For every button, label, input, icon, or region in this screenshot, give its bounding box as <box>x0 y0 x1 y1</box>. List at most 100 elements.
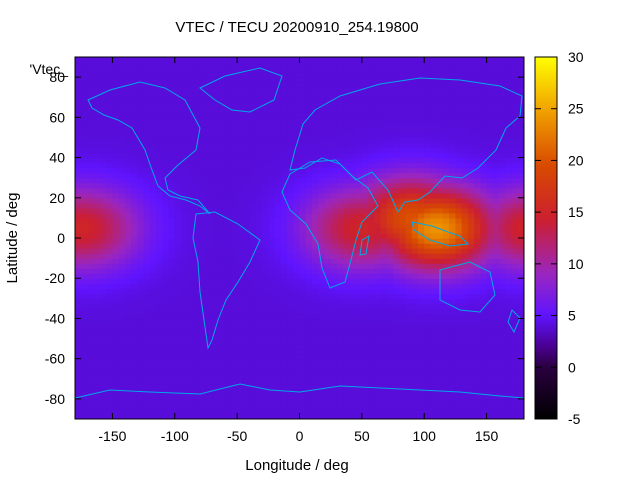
heatmap-cell <box>455 142 463 149</box>
heatmap-cell <box>205 112 213 118</box>
heatmap-cell <box>311 202 319 209</box>
heatmap-cell <box>199 137 207 144</box>
heatmap-cell <box>424 373 432 380</box>
heatmap-cell <box>411 132 419 139</box>
heatmap-cell <box>336 243 344 249</box>
heatmap-cell <box>230 77 238 83</box>
heatmap-cell <box>274 353 282 360</box>
heatmap-cell <box>212 308 220 315</box>
heatmap-cell <box>467 217 475 224</box>
heatmap-cell <box>106 343 114 350</box>
heatmap-cell <box>480 167 488 174</box>
heatmap-cell <box>355 72 363 78</box>
heatmap-cell <box>411 112 419 118</box>
heatmap-cell <box>361 263 369 269</box>
heatmap-cell <box>199 328 207 335</box>
heatmap-cell <box>131 197 138 204</box>
heatmap-cell <box>374 328 382 335</box>
heatmap-cell <box>492 258 500 264</box>
heatmap-cell <box>492 197 500 204</box>
heatmap-cell <box>455 97 463 103</box>
heatmap-cell <box>517 323 524 330</box>
heatmap-cell <box>318 398 326 405</box>
heatmap-cell <box>162 107 170 113</box>
heatmap-cell <box>268 122 276 128</box>
heatmap-cell <box>205 408 213 415</box>
heatmap-cell <box>474 142 481 149</box>
heatmap-cell <box>455 393 463 400</box>
heatmap-cell <box>181 167 188 174</box>
heatmap-cell <box>399 152 407 159</box>
heatmap-cell <box>112 217 120 224</box>
heatmap-cell <box>181 217 188 224</box>
heatmap-cell <box>380 212 388 219</box>
heatmap-cell <box>480 348 488 355</box>
heatmap-cell <box>99 232 107 239</box>
heatmap-cell <box>162 147 170 154</box>
heatmap-cell <box>424 172 432 179</box>
heatmap-cell <box>249 112 257 118</box>
heatmap-cell <box>324 87 332 93</box>
heatmap-cell <box>262 318 269 325</box>
heatmap-cell <box>75 313 82 320</box>
heatmap-cell <box>93 112 101 118</box>
heatmap-cell <box>287 87 294 93</box>
heatmap-cell <box>361 358 369 365</box>
heatmap-cell <box>511 348 519 355</box>
heatmap-cell <box>162 383 170 390</box>
heatmap-cell <box>199 303 207 309</box>
heatmap-cell <box>299 283 307 289</box>
heatmap-cell <box>299 102 307 108</box>
heatmap-cell <box>255 142 263 149</box>
heatmap-cell <box>343 232 350 239</box>
heatmap-cell <box>505 197 513 204</box>
heatmap-cell <box>393 238 400 244</box>
heatmap-cell <box>424 72 432 78</box>
heatmap-cell <box>187 393 195 400</box>
heatmap-cell <box>156 227 163 234</box>
heatmap-cell <box>237 112 244 118</box>
heatmap-cell <box>336 348 344 355</box>
heatmap-cell <box>112 353 120 360</box>
heatmap-cell <box>81 107 89 113</box>
heatmap-cell <box>430 278 438 284</box>
heatmap-cell <box>417 217 425 224</box>
heatmap-cell <box>393 388 400 395</box>
heatmap-cell <box>505 112 513 118</box>
heatmap-cell <box>455 403 463 410</box>
heatmap-cell <box>318 353 326 360</box>
heatmap-cell <box>505 117 513 123</box>
heatmap-cell <box>156 77 163 83</box>
heatmap-cell <box>386 87 394 93</box>
heatmap-cell <box>293 313 301 320</box>
heatmap-cell <box>293 273 301 279</box>
heatmap-cell <box>299 152 307 159</box>
heatmap-cell <box>205 258 213 264</box>
heatmap-cell <box>149 308 157 315</box>
heatmap-cell <box>336 238 344 244</box>
heatmap-cell <box>324 378 332 385</box>
heatmap-cell <box>424 413 432 419</box>
heatmap-cell <box>168 303 176 309</box>
heatmap-cell <box>199 323 207 330</box>
heatmap-cell <box>449 222 457 229</box>
heatmap-cell <box>324 333 332 340</box>
heatmap-cell <box>424 107 432 113</box>
heatmap-cell <box>255 293 263 299</box>
heatmap-cell <box>343 358 350 365</box>
heatmap-cell <box>118 137 126 144</box>
heatmap-cell <box>75 388 82 395</box>
heatmap-cell <box>461 97 469 103</box>
heatmap-cell <box>399 338 407 345</box>
heatmap-cell <box>505 92 513 98</box>
heatmap-cell <box>118 258 126 264</box>
heatmap-cell <box>324 348 332 355</box>
heatmap-cell <box>336 398 344 405</box>
heatmap-cell <box>349 97 357 103</box>
heatmap-cell <box>81 288 89 294</box>
heatmap-cell <box>243 258 251 264</box>
heatmap-cell <box>311 363 319 370</box>
heatmap-cell <box>386 142 394 149</box>
heatmap-cell <box>442 378 450 385</box>
heatmap-cell <box>237 212 244 219</box>
